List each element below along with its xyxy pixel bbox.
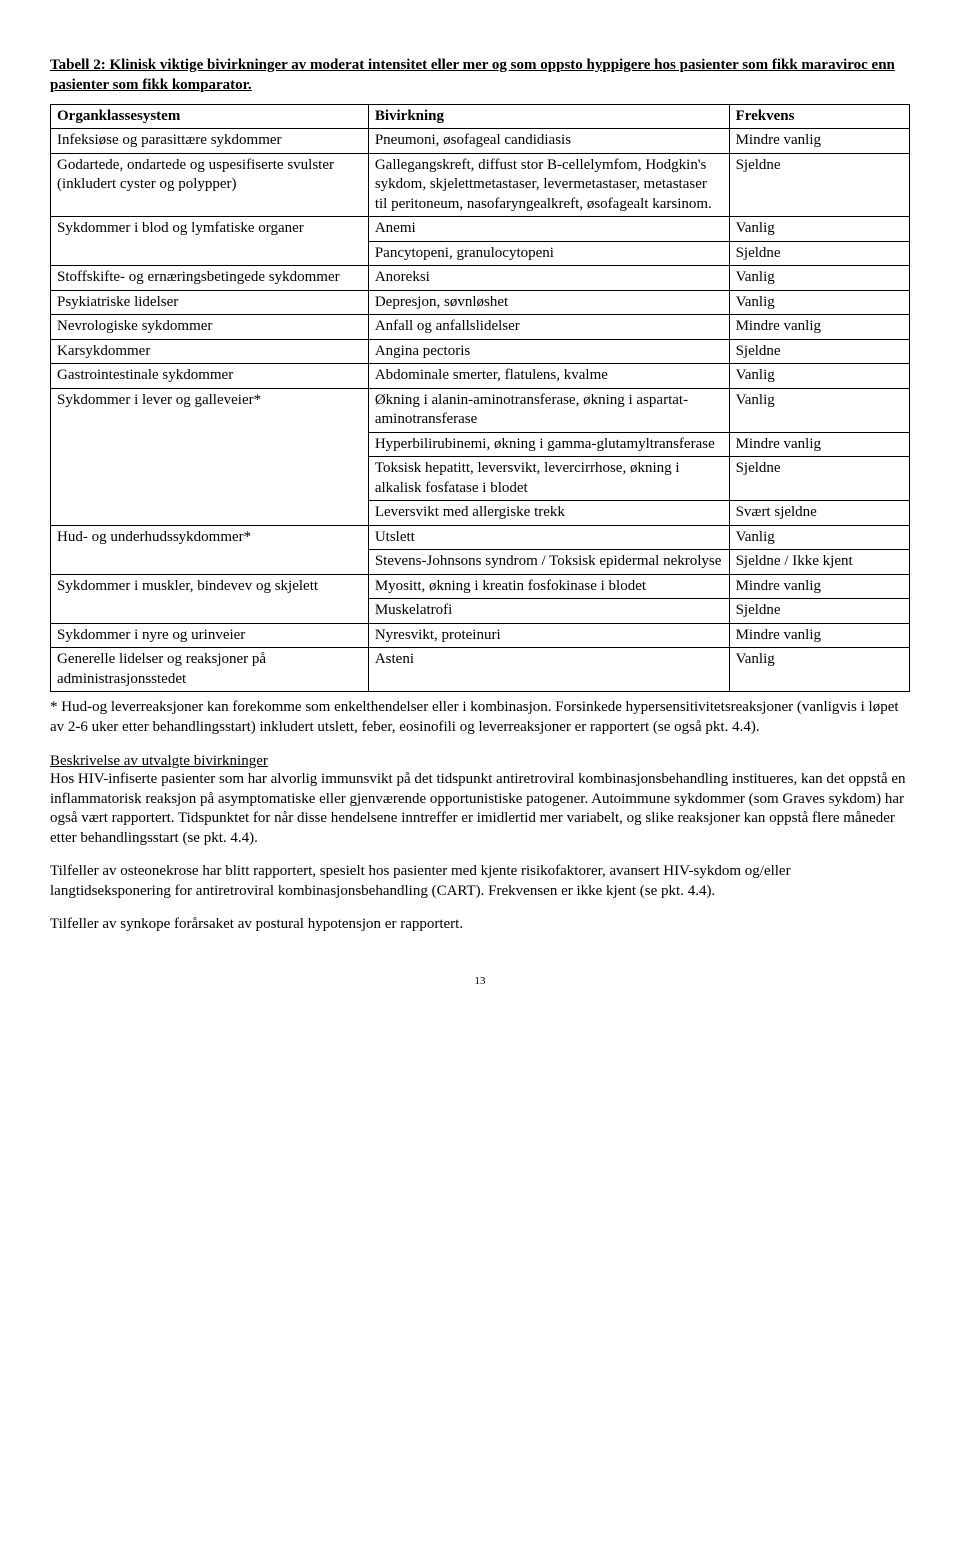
table-cell: Mindre vanlig	[729, 315, 909, 340]
table-row: Godartede, ondartede og uspesifiserte sv…	[51, 153, 910, 217]
table-cell: Hyperbilirubinemi, økning i gamma-glutam…	[368, 432, 729, 457]
table-header: Frekvens	[729, 104, 909, 129]
table-cell: Sjeldne	[729, 457, 909, 501]
table-row: Sykdommer i blod og lymfatiske organerAn…	[51, 217, 910, 242]
table-cell: Utslett	[368, 525, 729, 550]
table-cell: Infeksiøse og parasittære sykdommer	[51, 129, 369, 154]
table-cell: Karsykdommer	[51, 339, 369, 364]
table-cell: Muskelatrofi	[368, 599, 729, 624]
table-cell: Nyresvikt, proteinuri	[368, 623, 729, 648]
table-cell: Pneumoni, øsofageal candidiasis	[368, 129, 729, 154]
table-cell: Angina pectoris	[368, 339, 729, 364]
table-cell: Vanlig	[729, 290, 909, 315]
table-cell: Vanlig	[729, 266, 909, 291]
table-cell: Asteni	[368, 648, 729, 692]
table-row: Stoffskifte- og ernæringsbetingede sykdo…	[51, 266, 910, 291]
table-row: Nevrologiske sykdommerAnfall og anfallsl…	[51, 315, 910, 340]
table-cell: Psykiatriske lidelser	[51, 290, 369, 315]
table-cell: Sykdommer i blod og lymfatiske organer	[51, 217, 369, 266]
table-cell: Toksisk hepatitt, leversvikt, levercirrh…	[368, 457, 729, 501]
table-row: Psykiatriske lidelserDepresjon, søvnløsh…	[51, 290, 910, 315]
table-cell: Økning i alanin-aminotransferase, økning…	[368, 388, 729, 432]
table-cell: Stoffskifte- og ernæringsbetingede sykdo…	[51, 266, 369, 291]
table-cell: Sykdommer i nyre og urinveier	[51, 623, 369, 648]
table-cell: Leversvikt med allergiske trekk	[368, 501, 729, 526]
table-row: Hud- og underhudssykdommer*UtslettVanlig	[51, 525, 910, 550]
table-cell: Abdominale smerter, flatulens, kvalme	[368, 364, 729, 389]
table-cell: Stevens-Johnsons syndrom / Toksisk epide…	[368, 550, 729, 575]
table-cell: Mindre vanlig	[729, 432, 909, 457]
table-cell: Mindre vanlig	[729, 129, 909, 154]
table-cell: Gallegangskreft, diffust stor B-cellelym…	[368, 153, 729, 217]
table-cell: Sykdommer i muskler, bindevev og skjelet…	[51, 574, 369, 623]
table-cell: Vanlig	[729, 364, 909, 389]
table-cell: Mindre vanlig	[729, 623, 909, 648]
table-row: Infeksiøse og parasittære sykdommerPneum…	[51, 129, 910, 154]
paragraph-1: Hos HIV-infiserte pasienter som har alvo…	[50, 770, 910, 848]
table-cell: Vanlig	[729, 648, 909, 692]
table-cell: Godartede, ondartede og uspesifiserte sv…	[51, 153, 369, 217]
table-cell: Sykdommer i lever og galleveier*	[51, 388, 369, 525]
table-cell: Generelle lidelser og reaksjoner på admi…	[51, 648, 369, 692]
table-cell: Gastrointestinale sykdommer	[51, 364, 369, 389]
table-cell: Nevrologiske sykdommer	[51, 315, 369, 340]
table-cell: Myositt, økning i kreatin fosfokinase i …	[368, 574, 729, 599]
table-row: Sykdommer i muskler, bindevev og skjelet…	[51, 574, 910, 599]
table-cell: Svært sjeldne	[729, 501, 909, 526]
table-row: Sykdommer i lever og galleveier*Økning i…	[51, 388, 910, 432]
table-cell: Sjeldne	[729, 153, 909, 217]
table-cell: Pancytopeni, granulocytopeni	[368, 241, 729, 266]
table-cell: Sjeldne	[729, 599, 909, 624]
table-row: Generelle lidelser og reaksjoner på admi…	[51, 648, 910, 692]
section-heading: Beskrivelse av utvalgte bivirkninger	[50, 753, 910, 770]
adverse-effects-table: OrganklassesystemBivirkningFrekvensInfek…	[50, 104, 910, 693]
table-cell: Vanlig	[729, 217, 909, 242]
table-row: KarsykdommerAngina pectorisSjeldne	[51, 339, 910, 364]
table-cell: Hud- og underhudssykdommer*	[51, 525, 369, 574]
table-header: Bivirkning	[368, 104, 729, 129]
table-cell: Mindre vanlig	[729, 574, 909, 599]
table-cell: Sjeldne	[729, 339, 909, 364]
table-row: Gastrointestinale sykdommerAbdominale sm…	[51, 364, 910, 389]
table-cell: Sjeldne	[729, 241, 909, 266]
table-title: Tabell 2: Klinisk viktige bivirkninger a…	[50, 55, 910, 96]
table-cell: Anfall og anfallslidelser	[368, 315, 729, 340]
table-cell: Sjeldne / Ikke kjent	[729, 550, 909, 575]
table-footnote: * Hud-og leverreaksjoner kan forekomme s…	[50, 698, 910, 737]
table-cell: Anoreksi	[368, 266, 729, 291]
table-row: Sykdommer i nyre og urinveierNyresvikt, …	[51, 623, 910, 648]
page-number: 13	[50, 975, 910, 987]
paragraph-3: Tilfeller av synkope forårsaket av postu…	[50, 915, 910, 935]
paragraph-2: Tilfeller av osteonekrose har blitt rapp…	[50, 862, 910, 901]
table-cell: Vanlig	[729, 388, 909, 432]
table-cell: Vanlig	[729, 525, 909, 550]
table-header: Organklassesystem	[51, 104, 369, 129]
table-cell: Anemi	[368, 217, 729, 242]
table-cell: Depresjon, søvnløshet	[368, 290, 729, 315]
